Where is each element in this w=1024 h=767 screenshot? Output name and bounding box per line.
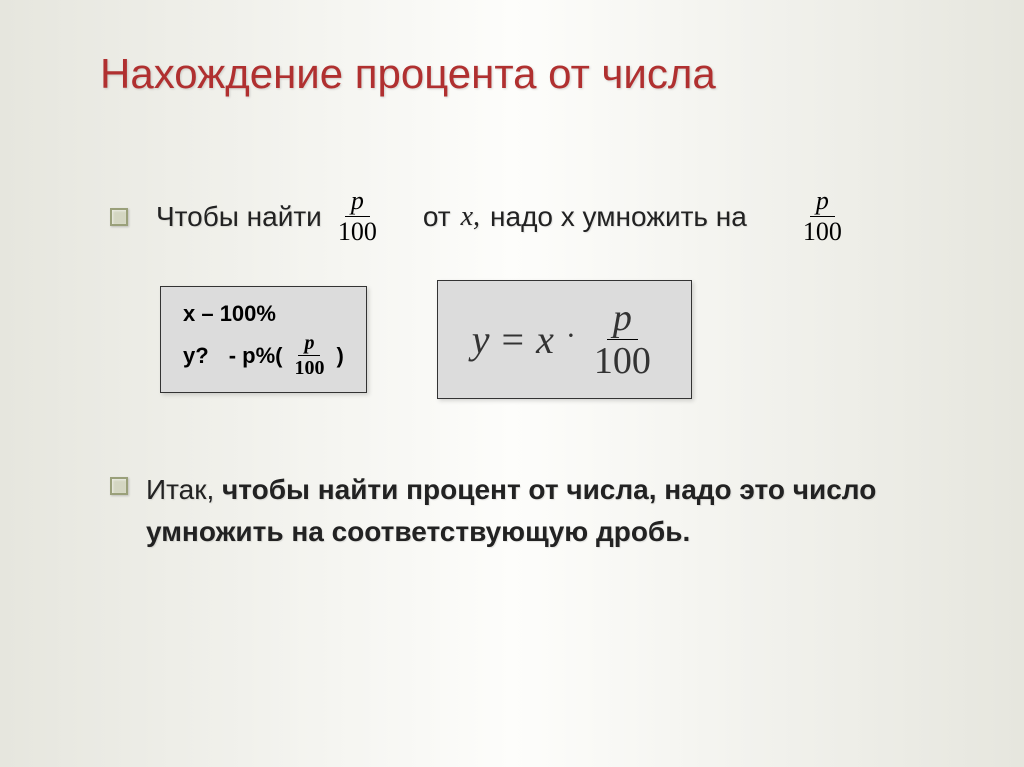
frac-num: p (607, 299, 638, 340)
var-x: х, (461, 201, 480, 233)
p-percent-open: - p%( (229, 343, 283, 369)
fraction-p-100-b: p 100 (797, 188, 848, 245)
paren-close: ) (336, 343, 343, 369)
fraction-p-100-a: p 100 (332, 188, 383, 245)
frac-num: p (298, 333, 320, 356)
conclusion-text: Итак, чтобы найти процент от числа, надо… (146, 469, 954, 553)
slide-title: Нахождение процента от числа (100, 50, 954, 98)
text-must-multiply: надо х умножить на (490, 201, 747, 233)
var-x-formula: x (536, 316, 554, 363)
slide: Нахождение процента от числа Чтобы найти… (0, 0, 1024, 767)
y-question: y? (183, 343, 209, 369)
box-left-row2: y? - p%( p 100 ) (183, 333, 344, 378)
frac-den: 100 (588, 340, 657, 380)
bullet-icon (110, 208, 128, 226)
frac-den: 100 (288, 356, 330, 378)
conclusion-bold: чтобы найти процент от числа, надо это ч… (146, 474, 876, 547)
fraction-p-100-big: p 100 (588, 299, 657, 380)
frac-num: p (345, 188, 370, 217)
fraction-p-100-small: p 100 (288, 333, 330, 378)
box-left-row1: x – 100% (183, 301, 344, 327)
bullet-line-1: Чтобы найти p 100 от х, надо х умножить … (110, 188, 954, 245)
multiply-dot: · (566, 319, 576, 353)
frac-den: 100 (332, 217, 383, 245)
frac-den: 100 (797, 217, 848, 245)
frac-num: p (810, 188, 835, 217)
text-from: от (423, 201, 451, 233)
var-y: y (472, 316, 490, 363)
conclusion-lead: Итак, (146, 474, 214, 505)
boxes-row: x – 100% y? - p%( p 100 ) y = x · p 100 (160, 280, 954, 399)
bullet-icon (110, 477, 128, 495)
bullet-line-2: Итак, чтобы найти процент от числа, надо… (110, 469, 954, 553)
text-find: Чтобы найти (156, 201, 322, 233)
proportion-box: x – 100% y? - p%( p 100 ) (160, 286, 367, 393)
formula-box: y = x · p 100 (437, 280, 692, 399)
equals-sign: = (502, 316, 525, 363)
